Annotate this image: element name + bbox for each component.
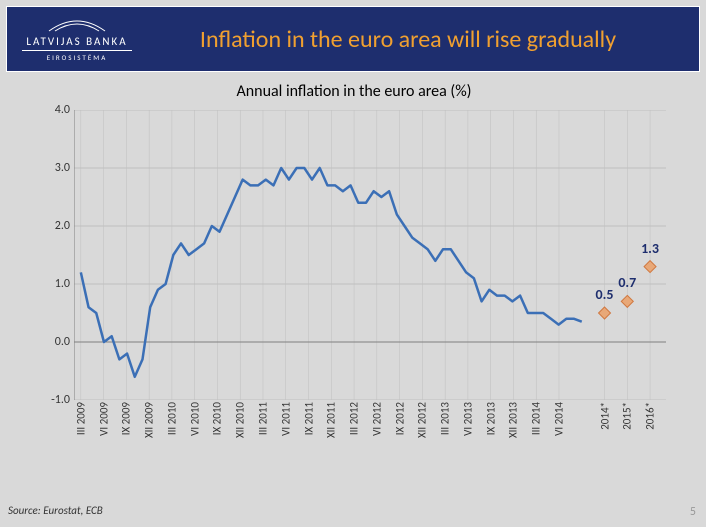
x-tick-label: VI 2012 <box>370 402 383 436</box>
slide-title: Inflation in the euro area will rise gra… <box>147 25 699 54</box>
x-tick-label: III 2012 <box>348 402 361 435</box>
logo-text-sub: EIROSISTĒMA <box>47 53 108 62</box>
x-tick-label: XII 2011 <box>325 402 338 438</box>
x-tick-label: III 2011 <box>256 402 269 435</box>
chart-title: Annual inflation in the euro area (%) <box>38 82 670 101</box>
x-tick-label: III 2010 <box>165 402 178 435</box>
x-tick-label: IX 2011 <box>302 402 315 435</box>
chart-svg <box>74 110 666 400</box>
page-number: 5 <box>690 505 696 519</box>
x-tick-label: VI 2011 <box>279 402 292 436</box>
header-bar: LATVIJAS BANKA EIROSISTĒMA Inflation in … <box>6 6 700 72</box>
x-tick-label: 2014* <box>598 402 611 430</box>
logo-text-main: LATVIJAS BANKA <box>26 35 127 48</box>
x-tick-label: 2016* <box>644 402 657 430</box>
x-tick-label: III 2014 <box>530 402 543 435</box>
y-tick-label: 2.0 <box>55 219 70 233</box>
x-tick-label: 2015* <box>621 402 634 430</box>
x-tick-label: VI 2013 <box>461 402 474 436</box>
x-tick-label: XII 2009 <box>143 402 156 438</box>
y-tick-label: 4.0 <box>55 103 70 117</box>
x-tick-label: XII 2013 <box>507 402 520 438</box>
y-axis: -1.00.01.02.03.04.0 <box>38 110 72 400</box>
forecast-label: 1.3 <box>641 240 659 257</box>
x-tick-label: VI 2010 <box>188 402 201 436</box>
x-tick-label: IX 2013 <box>484 402 497 435</box>
source-citation: Source: Eurostat, ECB <box>8 504 103 517</box>
y-tick-label: 0.0 <box>55 335 70 349</box>
logo-arc-icon <box>47 17 107 33</box>
logo-divider <box>22 50 132 51</box>
forecast-label: 0.7 <box>618 274 636 291</box>
x-tick-label: VI 2009 <box>97 402 110 436</box>
x-axis: III 2009 VI 2009 IX 2009 XII 2009 III 2010 VI… <box>74 402 666 472</box>
x-tick-label: IX 2010 <box>211 402 224 435</box>
x-tick-label: XII 2012 <box>416 402 429 438</box>
x-tick-label: XII 2010 <box>234 402 247 438</box>
forecast-label: 0.5 <box>596 286 614 303</box>
x-tick-label: IX 2009 <box>120 402 133 435</box>
plot-region: 0.50.7 1.3 <box>74 110 666 400</box>
y-tick-label: 3.0 <box>55 161 70 175</box>
x-tick-label: III 2013 <box>439 402 452 435</box>
x-tick-label: III 2009 <box>74 402 87 435</box>
chart-area: Annual inflation in the euro area (%) -1… <box>38 82 670 482</box>
y-tick-label: 1.0 <box>55 277 70 291</box>
x-tick-label: IX 2012 <box>393 402 406 435</box>
x-tick-label: VI 2014 <box>552 402 565 436</box>
y-tick-label: -1.0 <box>51 393 70 407</box>
logo-block: LATVIJAS BANKA EIROSISTĒMA <box>7 7 147 71</box>
